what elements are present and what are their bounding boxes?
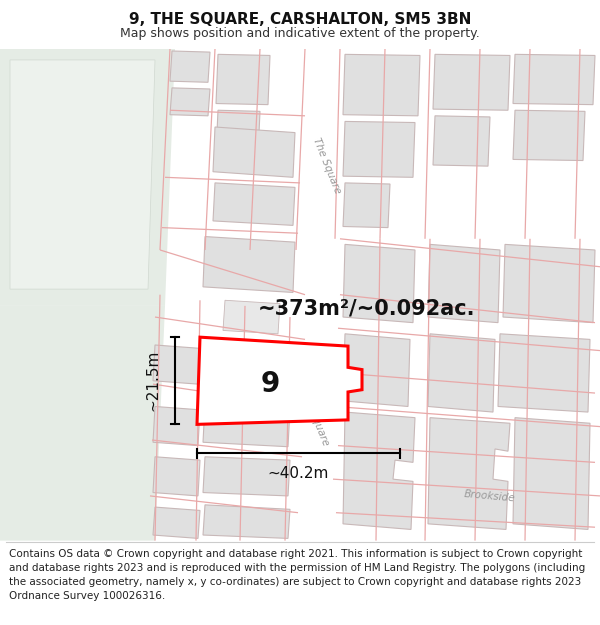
Text: ~21.5m: ~21.5m — [146, 350, 161, 411]
Polygon shape — [343, 54, 420, 116]
Polygon shape — [153, 345, 200, 384]
Text: 9: 9 — [260, 370, 280, 398]
Polygon shape — [153, 457, 200, 496]
Polygon shape — [223, 300, 280, 334]
Text: Contains OS data © Crown copyright and database right 2021. This information is : Contains OS data © Crown copyright and d… — [9, 549, 585, 601]
Polygon shape — [0, 49, 175, 306]
Polygon shape — [170, 51, 210, 82]
Polygon shape — [203, 236, 295, 292]
Text: ~40.2m: ~40.2m — [268, 466, 329, 481]
Polygon shape — [513, 110, 585, 161]
Polygon shape — [503, 244, 595, 322]
Polygon shape — [498, 334, 590, 412]
Polygon shape — [343, 334, 410, 406]
Polygon shape — [216, 54, 270, 104]
Polygon shape — [305, 49, 370, 294]
Polygon shape — [343, 412, 415, 529]
Polygon shape — [428, 244, 500, 322]
Polygon shape — [433, 54, 510, 110]
Polygon shape — [433, 116, 490, 166]
Polygon shape — [343, 244, 415, 322]
Polygon shape — [203, 505, 290, 538]
Text: The Square: The Square — [311, 137, 343, 196]
Polygon shape — [203, 351, 290, 393]
Polygon shape — [343, 183, 390, 228]
Polygon shape — [10, 60, 155, 289]
Polygon shape — [213, 127, 295, 178]
Text: Brookside: Brookside — [464, 489, 516, 503]
Polygon shape — [153, 406, 200, 446]
Text: 9, THE SQUARE, CARSHALTON, SM5 3BN: 9, THE SQUARE, CARSHALTON, SM5 3BN — [129, 12, 471, 27]
Polygon shape — [295, 294, 340, 541]
Polygon shape — [213, 183, 295, 226]
Polygon shape — [203, 404, 290, 447]
Polygon shape — [170, 88, 210, 116]
Polygon shape — [0, 306, 165, 541]
Text: Map shows position and indicative extent of the property.: Map shows position and indicative extent… — [120, 27, 480, 40]
Polygon shape — [513, 418, 590, 529]
Polygon shape — [216, 110, 260, 155]
Text: The Square: The Square — [299, 388, 331, 447]
Polygon shape — [197, 337, 362, 424]
Polygon shape — [343, 121, 415, 177]
Text: ~373m²/~0.092ac.: ~373m²/~0.092ac. — [258, 298, 476, 318]
Polygon shape — [513, 54, 595, 104]
Polygon shape — [428, 418, 510, 529]
Polygon shape — [153, 507, 200, 538]
Polygon shape — [203, 457, 290, 496]
Polygon shape — [428, 334, 495, 412]
